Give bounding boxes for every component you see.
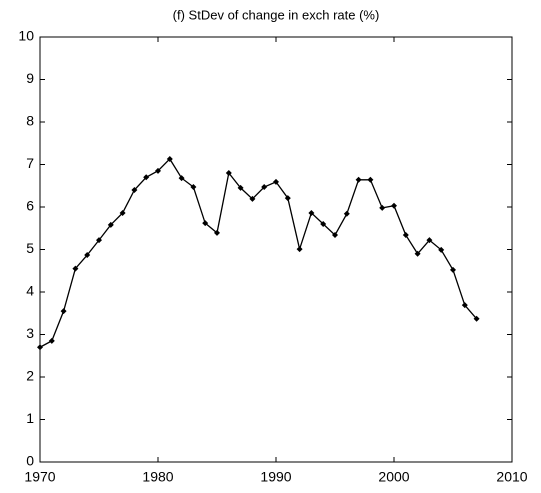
chart-title: (f) StDev of change in exch rate (%) [173,7,380,22]
point [438,246,445,253]
point [296,246,303,253]
point [214,229,220,236]
y-tick-label: 6 [26,198,34,214]
y-tick-label: 8 [26,113,34,129]
point [473,315,480,322]
x-tick-label: 1970 [24,469,55,485]
point [450,266,456,273]
point [84,252,91,259]
y-tick-label: 4 [26,283,34,299]
point [367,176,374,183]
y-tick-label: 1 [26,410,34,426]
point [166,155,173,162]
point [308,209,315,216]
point [107,221,114,228]
point [96,237,102,244]
point [284,195,291,202]
point [461,302,468,309]
series-line [39,157,478,348]
point [320,221,327,227]
y-tick-label: 7 [26,155,34,171]
y-tick-label: 5 [26,240,34,256]
y-tick-label: 2 [26,368,34,384]
point [178,175,185,182]
point [48,337,55,344]
point [202,220,209,227]
point [119,209,126,216]
point [143,174,150,181]
point [249,195,256,202]
point [426,237,433,244]
y-tick-label: 10 [18,28,34,44]
x-tick-label: 1980 [142,469,173,485]
point [60,308,67,315]
y-tick-label: 0 [26,453,34,469]
point [343,210,350,217]
point [72,265,79,272]
point [225,170,232,176]
y-tick-label: 3 [26,325,34,341]
point [402,232,409,239]
point [355,176,362,183]
point [391,202,397,209]
y-tick-label: 9 [26,70,34,86]
point [273,178,279,185]
x-tick-label: 1990 [260,469,291,485]
point [190,184,197,191]
point [155,167,161,174]
point [237,184,244,191]
point [379,204,386,211]
point [131,187,138,193]
x-tick-label: 2010 [496,469,527,485]
point [414,250,421,257]
point [261,184,268,191]
point [332,232,338,239]
x-tick-label: 2000 [378,469,409,485]
point [37,344,43,351]
